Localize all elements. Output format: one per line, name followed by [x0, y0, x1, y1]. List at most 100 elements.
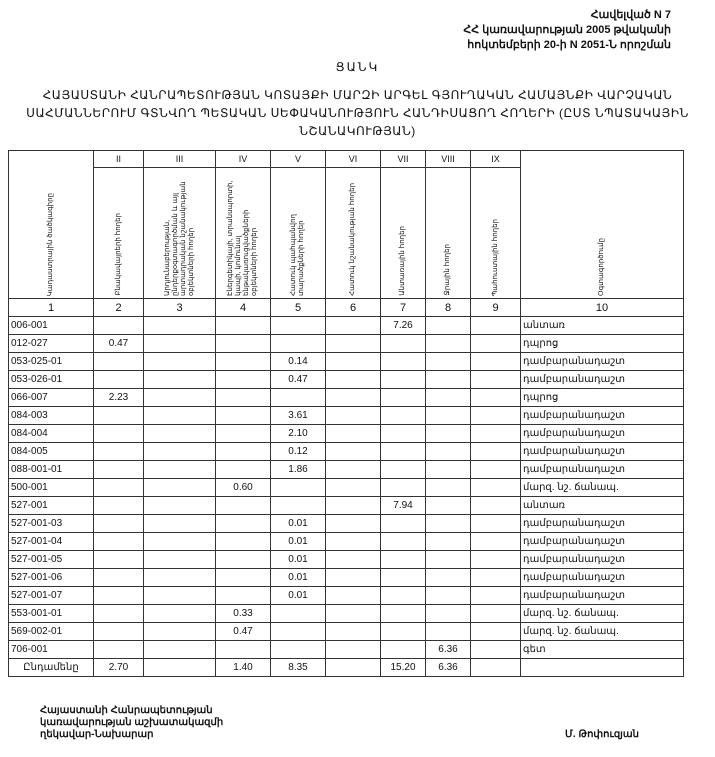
table-cell: 527-001-04 [8, 532, 94, 551]
table-cell [93, 352, 144, 371]
table-cell: 088-001-01 [8, 460, 94, 479]
table-row: 006-001 7.26 անտառ [8, 316, 684, 335]
table-cell [470, 370, 521, 389]
table-cell: դամբարանադաշտ [520, 514, 684, 533]
total-cell: 1.40 [215, 658, 271, 677]
table-cell [325, 370, 381, 389]
table-cell [143, 550, 216, 569]
table-cell [425, 388, 471, 407]
header-label: Անտառային հողեր [399, 226, 406, 296]
table-row: 553-001-01 0.33 մարզ. նշ. ճանապ. [8, 604, 684, 623]
table-cell [93, 622, 144, 641]
table-cell [93, 586, 144, 605]
table-cell: 084-005 [8, 442, 94, 461]
table-cell: 0.60 [215, 478, 271, 497]
table-cell [270, 640, 326, 659]
table-cell [470, 514, 521, 533]
table-cell [380, 514, 426, 533]
table-cell: 053-025-01 [8, 352, 94, 371]
table-row: 527-001-04 0.01 դամբարանադաշտ [8, 532, 684, 551]
table-cell: դպրոց [520, 334, 684, 353]
column-index: 6 [325, 298, 381, 317]
table-cell [215, 388, 271, 407]
column-index-row: 1 2 3 4 5 6 7 8 9 10 [8, 298, 684, 317]
header-label: Օգտագործումը [598, 238, 605, 296]
table-cell: 569-002-01 [8, 622, 94, 641]
table-cell [325, 460, 381, 479]
column-index: 9 [470, 298, 521, 317]
table-row: 527-001-05 0.01 դամբարանադաշտ [8, 550, 684, 569]
table-cell [380, 568, 426, 587]
header-cell: Անտառային հողեր [380, 167, 426, 299]
table-cell: մարզ. նշ. ճանապ. [520, 622, 684, 641]
table-cell [325, 532, 381, 551]
table-cell [93, 496, 144, 515]
header-cell: Հատուկ նշանակության հողեր [325, 167, 381, 299]
table-cell: դամբարանադաշտ [520, 460, 684, 479]
table-cell [380, 334, 426, 353]
table-cell [325, 586, 381, 605]
header-label: Հատուկ պահպանվող տարածքների հողեր [290, 214, 305, 296]
table-cell: դպրոց [520, 388, 684, 407]
table-cell [270, 604, 326, 623]
table-cell [425, 604, 471, 623]
column-index: 2 [93, 298, 144, 317]
table-cell [325, 334, 381, 353]
table-cell [93, 370, 144, 389]
table-cell [93, 424, 144, 443]
table-row: 527-001-06 0.01 դամբարանադաշտ [8, 568, 684, 587]
table-cell: 0.01 [270, 568, 326, 587]
table-cell [325, 442, 381, 461]
table-cell [425, 424, 471, 443]
table-cell [93, 640, 144, 659]
header-cell: Հատուկ պահպանվող տարածքների հողեր [270, 167, 326, 299]
table-cell [380, 622, 426, 641]
table-cell [215, 460, 271, 479]
table-cell [380, 406, 426, 425]
table-cell [380, 370, 426, 389]
table-cell [143, 406, 216, 425]
table-cell [325, 550, 381, 569]
table-cell: 084-004 [8, 424, 94, 443]
table-cell [93, 532, 144, 551]
header-label: Կադաստրային ծածկագիրը [47, 192, 54, 296]
table-row: 706-001 6.36 գետ [8, 640, 684, 659]
table-cell [270, 478, 326, 497]
table-cell: 0.47 [270, 370, 326, 389]
table-cell: դամբարանադաշտ [520, 424, 684, 443]
table-cell [425, 478, 471, 497]
table-cell: անտառ [520, 496, 684, 515]
table-cell [143, 622, 216, 641]
land-table: Կադաստրային ծածկագիրը II III IV V VI VII VIII IX… [8, 150, 684, 677]
table-cell [470, 550, 521, 569]
table-row: 066-007 2.23 դպրոց [8, 388, 684, 407]
table-cell: 0.01 [270, 550, 326, 569]
table-cell [325, 622, 381, 641]
signatory-title: Հայաստանի Հանրապետության կառավարության ա… [40, 705, 223, 741]
table-cell: 1.86 [270, 460, 326, 479]
table-cell [325, 568, 381, 587]
table-cell [325, 514, 381, 533]
table-cell [93, 604, 144, 623]
header-label: Ջրային հողեր [444, 244, 451, 296]
table-cell [380, 424, 426, 443]
table-cell [93, 460, 144, 479]
table-cell [380, 586, 426, 605]
total-cell [470, 658, 521, 677]
table-cell [93, 568, 144, 587]
table-cell [143, 334, 216, 353]
table-cell [325, 352, 381, 371]
table-cell [270, 496, 326, 515]
table-cell: 084-003 [8, 406, 94, 425]
total-cell [143, 658, 216, 677]
table-cell [215, 514, 271, 533]
table-cell [425, 460, 471, 479]
table-cell: 2.23 [93, 388, 144, 407]
table-cell [425, 496, 471, 515]
table-cell [270, 316, 326, 335]
table-cell [425, 550, 471, 569]
table-cell [470, 424, 521, 443]
table-cell: 7.26 [380, 316, 426, 335]
table-cell [470, 334, 521, 353]
table-cell: մարզ. նշ. ճանապ. [520, 604, 684, 623]
